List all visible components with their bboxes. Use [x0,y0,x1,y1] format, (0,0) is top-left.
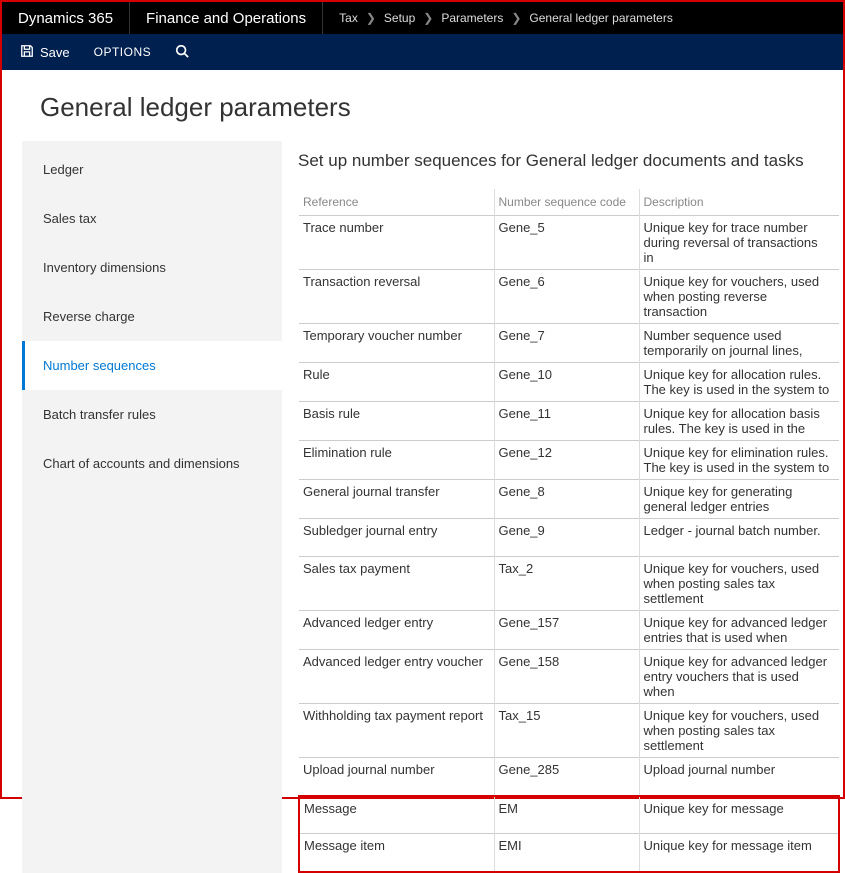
table-cell: Gene_6 [494,270,639,324]
table-cell: Unique key for allocation rules. The key… [639,363,839,402]
table-row[interactable]: Message itemEMIUnique key for message it… [299,834,839,872]
table-cell: Transaction reversal [299,270,494,324]
number-sequence-table: Reference Number sequence code Descripti… [298,189,840,873]
table-cell: Withholding tax payment report [299,704,494,758]
options-button[interactable]: OPTIONS [84,39,162,65]
table-cell: EM [494,796,639,834]
table-cell: Subledger journal entry [299,519,494,557]
table-cell: Gene_9 [494,519,639,557]
table-cell: Gene_285 [494,758,639,796]
table-cell: Tax_2 [494,557,639,611]
table-cell: Unique key for advanced ledger entries t… [639,611,839,650]
sidebar-item[interactable]: Chart of accounts and dimensions [22,439,282,488]
table-row[interactable]: Upload journal numberGene_285Upload jour… [299,758,839,796]
page-title: General ledger parameters [2,70,843,141]
sidebar-item[interactable]: Ledger [22,145,282,194]
table-cell: Temporary voucher number [299,324,494,363]
table-row[interactable]: MessageEMUnique key for message [299,796,839,834]
table-cell: Message [299,796,494,834]
table-cell: Basis rule [299,402,494,441]
chevron-right-icon: ❯ [423,11,433,25]
table-cell: Unique key for message item [639,834,839,872]
topbar: Dynamics 365 Finance and Operations Tax … [2,2,843,34]
table-row[interactable]: RuleGene_10Unique key for allocation rul… [299,363,839,402]
column-header[interactable]: Number sequence code [494,189,639,216]
sidebar-item[interactable]: Sales tax [22,194,282,243]
table-cell: Gene_5 [494,216,639,270]
table-row[interactable]: Temporary voucher numberGene_7Number seq… [299,324,839,363]
sidebar-item[interactable]: Reverse charge [22,292,282,341]
breadcrumb-item[interactable]: Parameters [441,11,503,25]
table-cell: Gene_7 [494,324,639,363]
table-row[interactable]: Sales tax paymentTax_2Unique key for vou… [299,557,839,611]
table-cell: Rule [299,363,494,402]
table-cell: Gene_158 [494,650,639,704]
sidebar: LedgerSales taxInventory dimensionsRever… [22,141,282,873]
breadcrumb-item[interactable]: Tax [339,11,358,25]
chevron-right-icon: ❯ [366,11,376,25]
table-cell: Unique key for vouchers, used when posti… [639,704,839,758]
table-cell: Upload journal number [299,758,494,796]
save-button-label: Save [40,45,70,60]
table-cell: Number sequence used temporarily on jour… [639,324,839,363]
column-header[interactable]: Description [639,189,839,216]
column-header[interactable]: Reference [299,189,494,216]
table-cell: Gene_12 [494,441,639,480]
table-row[interactable]: Advanced ledger entry voucherGene_158Uni… [299,650,839,704]
table-row[interactable]: Withholding tax payment reportTax_15Uniq… [299,704,839,758]
table-cell: Ledger - journal batch number. [639,519,839,557]
table-cell: Unique key for vouchers, used when posti… [639,557,839,611]
table-cell: Unique key for vouchers, used when posti… [639,270,839,324]
table-cell: Unique key for generating general ledger… [639,480,839,519]
content: LedgerSales taxInventory dimensionsRever… [2,141,843,873]
search-icon [175,44,189,61]
table-row[interactable]: General journal transferGene_8Unique key… [299,480,839,519]
save-icon [20,44,34,61]
actionbar: Save OPTIONS [2,34,843,70]
table-cell: Unique key for message [639,796,839,834]
table-row[interactable]: Subledger journal entryGene_9Ledger - jo… [299,519,839,557]
breadcrumb-item[interactable]: Setup [384,11,415,25]
table-row[interactable]: Elimination ruleGene_12Unique key for el… [299,441,839,480]
table-cell: Advanced ledger entry voucher [299,650,494,704]
table-cell: Gene_8 [494,480,639,519]
table-cell: Upload journal number [639,758,839,796]
table-cell: Tax_15 [494,704,639,758]
section-heading: Set up number sequences for General ledg… [298,151,843,171]
table-row[interactable]: Basis ruleGene_11Unique key for allocati… [299,402,839,441]
table-cell: Gene_11 [494,402,639,441]
table-cell: Unique key for allocation basis rules. T… [639,402,839,441]
table-cell: Sales tax payment [299,557,494,611]
breadcrumb: Tax ❯ Setup ❯ Parameters ❯ General ledge… [323,2,689,34]
main-panel: Set up number sequences for General ledg… [282,141,843,873]
module-label[interactable]: Finance and Operations [130,2,323,34]
sidebar-item[interactable]: Inventory dimensions [22,243,282,292]
table-cell: Gene_157 [494,611,639,650]
sidebar-item[interactable]: Number sequences [22,341,282,390]
chevron-right-icon: ❯ [511,11,521,25]
search-button[interactable] [165,38,199,67]
table-cell: EMI [494,834,639,872]
table-cell: Unique key for elimination rules. The ke… [639,441,839,480]
brand-label[interactable]: Dynamics 365 [2,2,130,34]
table-row[interactable]: Trace numberGene_5Unique key for trace n… [299,216,839,270]
sidebar-item[interactable]: Batch transfer rules [22,390,282,439]
table-cell: Unique key for advanced ledger entry vou… [639,650,839,704]
breadcrumb-item[interactable]: General ledger parameters [529,11,672,25]
table-row[interactable]: Advanced ledger entryGene_157Unique key … [299,611,839,650]
options-button-label: OPTIONS [94,45,152,59]
table-cell: Trace number [299,216,494,270]
table-cell: General journal transfer [299,480,494,519]
table-cell: Gene_10 [494,363,639,402]
table-row[interactable]: Transaction reversalGene_6Unique key for… [299,270,839,324]
table-cell: Elimination rule [299,441,494,480]
table-cell: Advanced ledger entry [299,611,494,650]
save-button[interactable]: Save [10,38,80,67]
table-cell: Message item [299,834,494,872]
table-cell: Unique key for trace number during rever… [639,216,839,270]
